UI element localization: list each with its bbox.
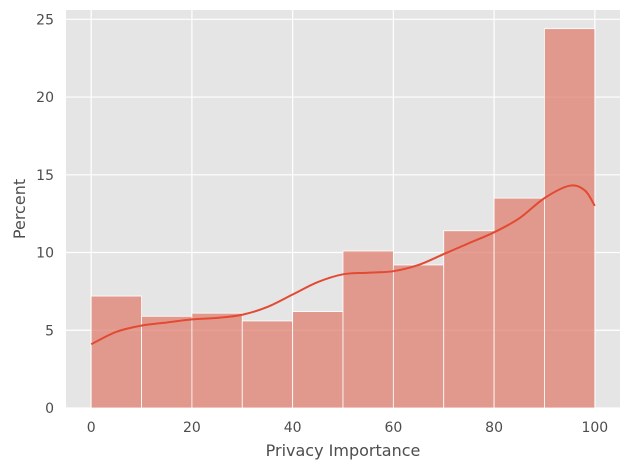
histogram-bar	[241, 320, 294, 409]
x-tick-label: 40	[284, 420, 302, 436]
histogram-bar	[392, 264, 445, 409]
x-axis-ticks: 0 20 40 60 80 100	[87, 420, 608, 436]
kde-curve	[90, 184, 596, 346]
y-tick-label: 5	[45, 323, 54, 339]
histogram-bar	[493, 197, 545, 409]
x-tick-label: 60	[384, 420, 402, 436]
histogram-bar	[141, 315, 193, 409]
y-tick-label: 25	[36, 12, 54, 28]
histogram-bar	[443, 230, 495, 409]
y-tick-label: 15	[36, 168, 54, 184]
histogram-bar	[90, 295, 142, 409]
histogram-bar	[191, 312, 243, 409]
y-tick-label: 0	[45, 401, 54, 417]
y-tick-label: 20	[36, 90, 54, 106]
x-axis-label: Privacy Importance	[266, 441, 421, 460]
y-tick-label: 10	[36, 246, 54, 262]
histogram-bar	[342, 250, 394, 409]
x-tick-label: 0	[87, 420, 96, 436]
histogram-bars	[90, 28, 596, 409]
y-axis-ticks: 0 5 10 15 20 25	[36, 12, 54, 417]
histogram-bar	[544, 28, 596, 409]
x-tick-label: 80	[485, 420, 503, 436]
histogram-bar	[292, 311, 344, 409]
y-axis-label: Percent	[10, 179, 29, 239]
x-tick-label: 100	[581, 420, 608, 436]
x-tick-label: 20	[183, 420, 201, 436]
